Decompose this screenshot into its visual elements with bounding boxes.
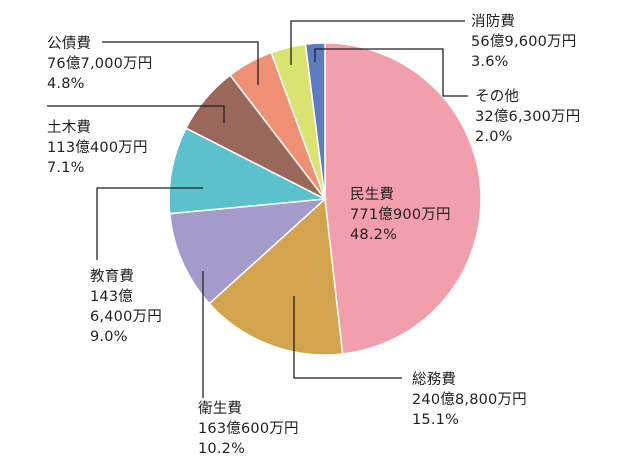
slice-label-somu: 総務費 xyxy=(412,371,456,388)
slice-amount-shobo: 56億9,600万円 xyxy=(471,33,576,50)
slice-percent-doboku: 7.1% xyxy=(47,160,85,176)
slice-amount-sonota: 32億6,300万円 xyxy=(475,108,580,125)
slice-label-shobo: 消防費 xyxy=(471,13,515,30)
slice-amount-eisei: 163億600万円 xyxy=(198,420,299,437)
leader-line-shobo xyxy=(290,20,465,65)
slice-percent-kosai: 4.8% xyxy=(47,76,85,92)
slice-percent-kyoiku: 9.0% xyxy=(90,329,128,345)
slice-amount-minsei: 771億900万円 xyxy=(350,206,451,223)
slice-percent-minsei: 48.2% xyxy=(350,227,397,243)
slice-percent-eisei: 10.2% xyxy=(198,441,245,457)
slice-label-sonota: その他 xyxy=(475,88,519,105)
slice-label-eisei: 衛生費 xyxy=(198,400,242,417)
slice-amount-somu: 240億8,800万円 xyxy=(412,391,527,408)
pie-slices xyxy=(168,42,482,356)
slice-label-kosai: 公債費 xyxy=(47,35,91,52)
slice-amount-kyoiku-line1: 143億 xyxy=(90,288,133,305)
leader-line-doboku xyxy=(47,105,225,123)
pie-slice-minsei xyxy=(324,42,482,355)
leader-line-kyoiku xyxy=(96,187,203,260)
leader-line-somu xyxy=(293,296,402,379)
pie-slice-somu xyxy=(208,197,344,356)
slice-label-kyoiku: 教育費 xyxy=(90,268,134,285)
slice-amount-doboku: 113億400万円 xyxy=(47,139,148,156)
pie-slice-sonota xyxy=(304,42,326,200)
slice-percent-sonota: 2.0% xyxy=(475,129,513,145)
slice-percent-shobo: 3.6% xyxy=(471,54,509,70)
leader-line-sonota xyxy=(314,48,468,97)
slice-percent-somu: 15.1% xyxy=(412,412,459,428)
slice-amount-kyoiku-line2: 6,400万円 xyxy=(90,309,162,325)
pie-slice-eisei xyxy=(168,198,328,305)
slice-label-doboku: 土木費 xyxy=(47,119,91,136)
slice-label-minsei: 民生費 xyxy=(350,186,394,203)
leader-line-kosai xyxy=(102,41,259,85)
slice-amount-kosai: 76億7,000万円 xyxy=(47,55,152,72)
pie-slice-kyoiku xyxy=(168,127,328,215)
